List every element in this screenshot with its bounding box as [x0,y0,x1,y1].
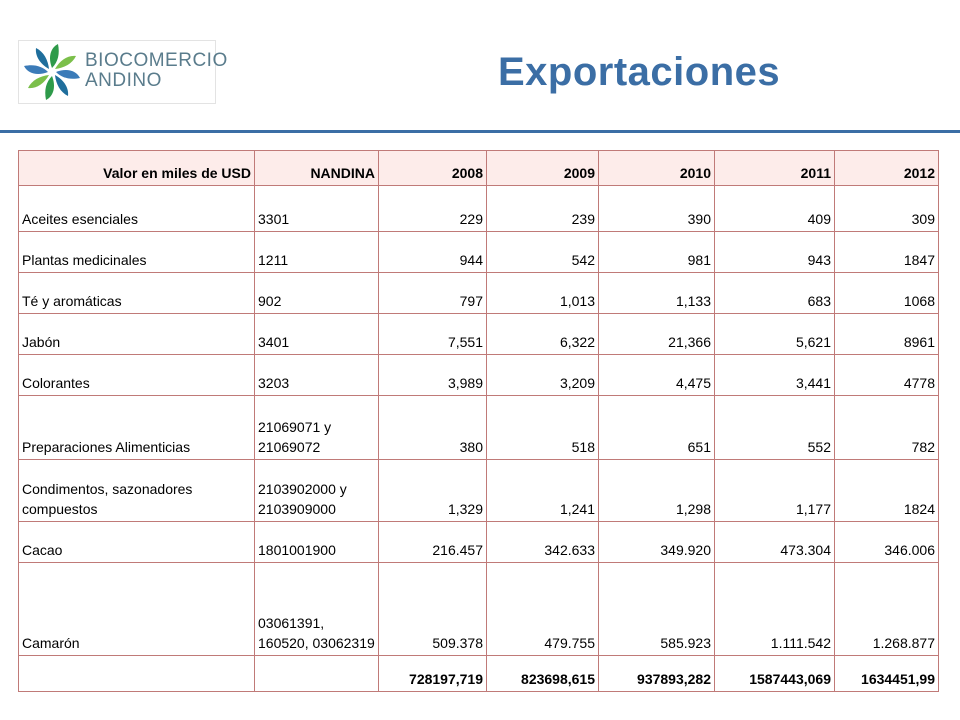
value-cell: 1,013 [486,272,599,314]
product-cell: Camarón [18,562,255,656]
value-cell: 239 [486,185,599,232]
table-row: Aceites esenciales 3301 229 239 390 409 … [18,185,939,232]
page-title: Exportaciones [498,50,781,94]
total-cell: 823698,615 [486,655,599,692]
product-cell: Cacao [18,521,255,563]
table-row: Camarón 03061391, 160520, 03062319 509.3… [18,562,939,656]
value-cell: 1,241 [486,459,599,522]
product-cell: Colorantes [18,354,255,396]
table-row: Colorantes 3203 3,989 3,209 4,475 3,441 … [18,354,939,396]
value-cell: 479.755 [486,562,599,656]
total-cell: 728197,719 [378,655,487,692]
value-cell: 342.633 [486,521,599,563]
value-cell: 3,989 [378,354,487,396]
value-cell: 1847 [834,231,939,273]
table-row: Preparaciones Alimenticias 21069071 y 21… [18,395,939,460]
value-cell: 5,621 [714,313,835,355]
total-cell [18,655,255,692]
logo-line-2: ANDINO [85,70,162,91]
value-cell: 216.457 [378,521,487,563]
value-cell: 1,329 [378,459,487,522]
table-header-row: Valor en miles de USD NANDINA 2008 2009 … [18,150,939,186]
value-cell: 309 [834,185,939,232]
nandina-cell: 1801001900 [254,521,379,563]
table-row: Jabón 3401 7,551 6,322 21,366 5,621 8961 [18,313,939,355]
value-cell: 390 [598,185,715,232]
header-cell: Valor en miles de USD [18,150,255,186]
logo: BIOCOMERCIO ANDINO [18,40,227,104]
value-cell: 4,475 [598,354,715,396]
nandina-cell: 902 [254,272,379,314]
value-cell: 1068 [834,272,939,314]
value-cell: 349.920 [598,521,715,563]
title-divider [0,130,960,133]
table-row: Plantas medicinales 1211 944 542 981 943… [18,231,939,273]
value-cell: 585.923 [598,562,715,656]
value-cell: 651 [598,395,715,460]
header-cell: 2012 [834,150,939,186]
total-cell: 937893,282 [598,655,715,692]
value-cell: 229 [378,185,487,232]
nandina-cell: 21069071 y 21069072 [254,395,379,460]
total-cell: 1587443,069 [714,655,835,692]
header-cell: 2008 [378,150,487,186]
value-cell: 542 [486,231,599,273]
value-cell: 380 [378,395,487,460]
logo-text: BIOCOMERCIO ANDINO [85,51,228,91]
table-row: Condimentos, sazonadores compuestos 2103… [18,459,939,522]
value-cell: 944 [378,231,487,273]
product-cell: Condimentos, sazonadores compuestos [18,459,255,522]
value-cell: 7,551 [378,313,487,355]
header-cell: 2011 [714,150,835,186]
total-cell: 1634451,99 [834,655,939,692]
value-cell: 782 [834,395,939,460]
nandina-cell: 3401 [254,313,379,355]
table-row: Cacao 1801001900 216.457 342.633 349.920… [18,521,939,563]
value-cell: 6,322 [486,313,599,355]
header-cell: NANDINA [254,150,379,186]
nandina-cell: 3203 [254,354,379,396]
total-cell [254,655,379,692]
product-cell: Preparaciones Alimenticias [18,395,255,460]
value-cell: 3,209 [486,354,599,396]
value-cell: 683 [714,272,835,314]
product-cell: Té y aromáticas [18,272,255,314]
table-row: Té y aromáticas 902 797 1,013 1,133 683 … [18,272,939,314]
biocomercio-leaf-icon [24,44,80,100]
value-cell: 1.268.877 [834,562,939,656]
value-cell: 1824 [834,459,939,522]
value-cell: 8961 [834,313,939,355]
value-cell: 21,366 [598,313,715,355]
value-cell: 518 [486,395,599,460]
value-cell: 981 [598,231,715,273]
value-cell: 3,441 [714,354,835,396]
value-cell: 943 [714,231,835,273]
value-cell: 1,298 [598,459,715,522]
nandina-cell: 3301 [254,185,379,232]
value-cell: 1.111.542 [714,562,835,656]
exports-table: Valor en miles de USD NANDINA 2008 2009 … [18,150,939,692]
value-cell: 4778 [834,354,939,396]
product-cell: Jabón [18,313,255,355]
nandina-cell: 1211 [254,231,379,273]
totals-row: 728197,719 823698,615 937893,282 1587443… [18,655,939,692]
value-cell: 552 [714,395,835,460]
header-cell: 2010 [598,150,715,186]
value-cell: 509.378 [378,562,487,656]
product-cell: Plantas medicinales [18,231,255,273]
nandina-cell: 2103902000 y 2103909000 [254,459,379,522]
value-cell: 473.304 [714,521,835,563]
logo-line-1: BIOCOMERCIO [85,50,228,71]
product-cell: Aceites esenciales [18,185,255,232]
value-cell: 1,133 [598,272,715,314]
value-cell: 1,177 [714,459,835,522]
nandina-cell: 03061391, 160520, 03062319 [254,562,379,656]
value-cell: 346.006 [834,521,939,563]
value-cell: 409 [714,185,835,232]
value-cell: 797 [378,272,487,314]
header-cell: 2009 [486,150,599,186]
